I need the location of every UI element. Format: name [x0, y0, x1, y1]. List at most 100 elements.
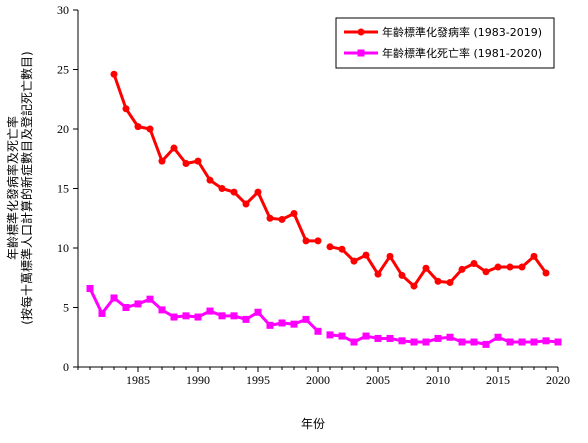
- data-point-incidence: [482, 268, 490, 276]
- x-tick-label: 2005: [366, 373, 390, 387]
- data-point-incidence: [278, 215, 286, 223]
- data-point-mortality: [326, 331, 334, 339]
- data-point-incidence: [422, 264, 430, 272]
- x-tick-label: 1990: [186, 373, 210, 387]
- data-point-mortality: [530, 338, 538, 346]
- data-point-mortality: [386, 334, 394, 342]
- data-point-mortality: [506, 338, 514, 346]
- data-point-incidence: [434, 277, 442, 285]
- x-tick-label: 2010: [426, 373, 450, 387]
- data-point-mortality: [266, 321, 274, 329]
- data-point-incidence: [254, 188, 262, 196]
- data-point-mortality: [518, 338, 526, 346]
- legend-box: [335, 17, 555, 69]
- data-point-mortality: [338, 332, 346, 340]
- data-point-mortality: [254, 308, 262, 316]
- y-tick-label: 0: [63, 360, 69, 374]
- data-point-incidence: [206, 176, 214, 184]
- data-point-incidence: [242, 200, 250, 208]
- data-point-mortality: [374, 334, 382, 342]
- data-point-incidence: [362, 251, 370, 259]
- data-point-incidence: [458, 265, 466, 273]
- data-point-incidence: [314, 237, 322, 245]
- x-tick-label: 2020: [546, 373, 570, 387]
- data-point-mortality: [314, 327, 322, 335]
- data-point-mortality: [482, 340, 490, 348]
- x-tick-label: 2015: [486, 373, 510, 387]
- data-point-mortality: [542, 337, 550, 345]
- series-group: [86, 70, 562, 348]
- legend-label-mortality: 年齡標準化死亡率 (1981-2020): [382, 46, 542, 60]
- data-point-mortality: [194, 313, 202, 321]
- y-ticks: 0 5 10 15 20 25 30: [57, 3, 78, 374]
- data-point-incidence: [170, 144, 178, 152]
- data-point-incidence: [182, 160, 190, 168]
- data-point-mortality: [398, 337, 406, 345]
- data-point-incidence: [374, 270, 382, 278]
- legend-label-incidence: 年齡標準化發病率 (1983-2019): [382, 25, 542, 39]
- data-point-mortality: [230, 312, 238, 320]
- data-point-mortality: [434, 334, 442, 342]
- data-point-mortality: [206, 307, 214, 315]
- data-point-incidence: [158, 157, 166, 165]
- data-point-mortality: [158, 306, 166, 314]
- data-point-mortality: [470, 338, 478, 346]
- data-point-incidence: [446, 279, 454, 287]
- data-point-mortality: [86, 284, 94, 292]
- data-point-mortality: [350, 338, 358, 346]
- legend-marker-mortality: [357, 49, 365, 57]
- data-point-mortality: [218, 312, 226, 320]
- data-point-incidence: [266, 214, 274, 222]
- data-point-incidence: [494, 263, 502, 271]
- data-point-mortality: [410, 338, 418, 346]
- y-axis-subtitle: (按每十萬標準人口計算的新症數目及登記死亡數目): [19, 51, 34, 324]
- x-tick-label: 2000: [306, 373, 330, 387]
- data-point-mortality: [278, 319, 286, 327]
- data-point-incidence: [386, 252, 394, 260]
- data-point-incidence: [530, 252, 538, 260]
- data-point-mortality: [170, 313, 178, 321]
- y-tick-label: 20: [57, 122, 69, 136]
- data-point-mortality: [98, 309, 106, 317]
- x-tick-label: 1985: [126, 373, 150, 387]
- data-point-incidence: [122, 105, 130, 113]
- y-tick-label: 30: [57, 3, 69, 17]
- data-point-incidence: [110, 70, 118, 78]
- data-point-incidence: [398, 271, 406, 279]
- legend: 年齡標準化發病率 (1983-2019) 年齡標準化死亡率 (1981-2020…: [335, 17, 555, 69]
- data-point-mortality: [302, 315, 310, 323]
- data-point-incidence: [410, 282, 418, 290]
- data-point-incidence: [470, 259, 478, 267]
- x-ticks: 1985 1990 1995 2000 2005 2010 2015 2020: [77, 367, 570, 387]
- data-point-mortality: [362, 332, 370, 340]
- series-line-incidence: [112, 73, 318, 243]
- data-point-incidence: [338, 245, 346, 253]
- data-point-incidence: [230, 188, 238, 196]
- data-point-mortality: [446, 333, 454, 341]
- data-point-incidence: [146, 125, 154, 133]
- x-tick-label: 1995: [246, 373, 270, 387]
- data-point-mortality: [242, 315, 250, 323]
- y-tick-label: 25: [57, 63, 69, 77]
- data-point-mortality: [554, 338, 562, 346]
- y-tick-label: 10: [57, 241, 69, 255]
- data-point-mortality: [290, 320, 298, 328]
- y-axis-title: 年齡標準化發病率及死亡率: [5, 116, 20, 260]
- data-point-incidence: [218, 185, 226, 192]
- data-point-incidence: [290, 209, 298, 217]
- y-tick-label: 5: [63, 301, 69, 315]
- series-mortality: [86, 284, 562, 348]
- data-point-mortality: [146, 295, 154, 303]
- data-point-incidence: [134, 123, 142, 131]
- x-axis-title: 年份: [301, 417, 325, 431]
- data-point-mortality: [182, 312, 190, 320]
- series-incidence: [110, 70, 550, 290]
- data-point-incidence: [350, 257, 358, 265]
- data-point-mortality: [134, 300, 142, 308]
- data-point-incidence: [542, 269, 550, 277]
- data-point-mortality: [494, 333, 502, 341]
- data-point-mortality: [422, 338, 430, 346]
- data-point-mortality: [458, 338, 466, 346]
- data-point-incidence: [326, 243, 334, 251]
